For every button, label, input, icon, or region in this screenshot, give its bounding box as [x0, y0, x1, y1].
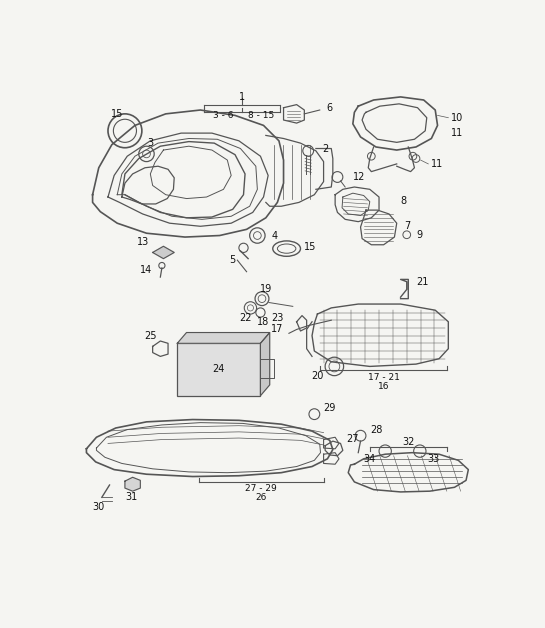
Text: 3 - 6: 3 - 6 [213, 111, 234, 120]
Text: 1: 1 [239, 92, 245, 102]
Text: 31: 31 [125, 492, 137, 502]
Text: 19: 19 [260, 284, 272, 295]
Text: 15: 15 [304, 242, 317, 252]
Text: 27 - 29: 27 - 29 [245, 484, 277, 494]
Polygon shape [125, 477, 140, 491]
Bar [177, 344, 261, 396]
Text: 22: 22 [239, 313, 251, 323]
Text: 16: 16 [378, 382, 389, 391]
Text: 11: 11 [432, 159, 444, 169]
Text: 18: 18 [257, 317, 270, 327]
Text: 8: 8 [401, 196, 407, 206]
Text: 32: 32 [402, 437, 415, 447]
Text: 28: 28 [370, 425, 382, 435]
Text: 8 - 15: 8 - 15 [248, 111, 274, 120]
Text: 17: 17 [271, 325, 283, 335]
Polygon shape [153, 246, 174, 259]
Text: 29: 29 [324, 403, 336, 413]
Text: 17 - 21: 17 - 21 [368, 372, 399, 382]
Text: 23: 23 [271, 313, 283, 323]
Text: 13: 13 [137, 237, 149, 247]
Text: 9: 9 [416, 230, 422, 240]
Text: 2: 2 [322, 144, 328, 153]
Text: 30: 30 [93, 502, 105, 512]
Text: 12: 12 [353, 172, 365, 182]
Text: 24: 24 [213, 364, 225, 374]
Text: 5: 5 [229, 255, 235, 265]
Text: 4: 4 [271, 230, 277, 241]
Text: 11: 11 [451, 128, 463, 138]
Text: 15: 15 [111, 109, 123, 119]
Text: 10: 10 [451, 112, 463, 122]
Text: 3: 3 [147, 138, 153, 148]
Polygon shape [261, 333, 270, 396]
Text: 20: 20 [311, 371, 324, 381]
Text: 26: 26 [256, 493, 267, 502]
Text: 7: 7 [404, 220, 411, 230]
Text: 33: 33 [427, 454, 440, 464]
Text: 6: 6 [326, 104, 332, 114]
Text: 34: 34 [364, 454, 376, 464]
Text: 21: 21 [416, 277, 428, 287]
Text: 14: 14 [141, 265, 153, 275]
Text: 27: 27 [347, 434, 359, 444]
Polygon shape [177, 333, 270, 344]
Text: 25: 25 [144, 330, 156, 340]
